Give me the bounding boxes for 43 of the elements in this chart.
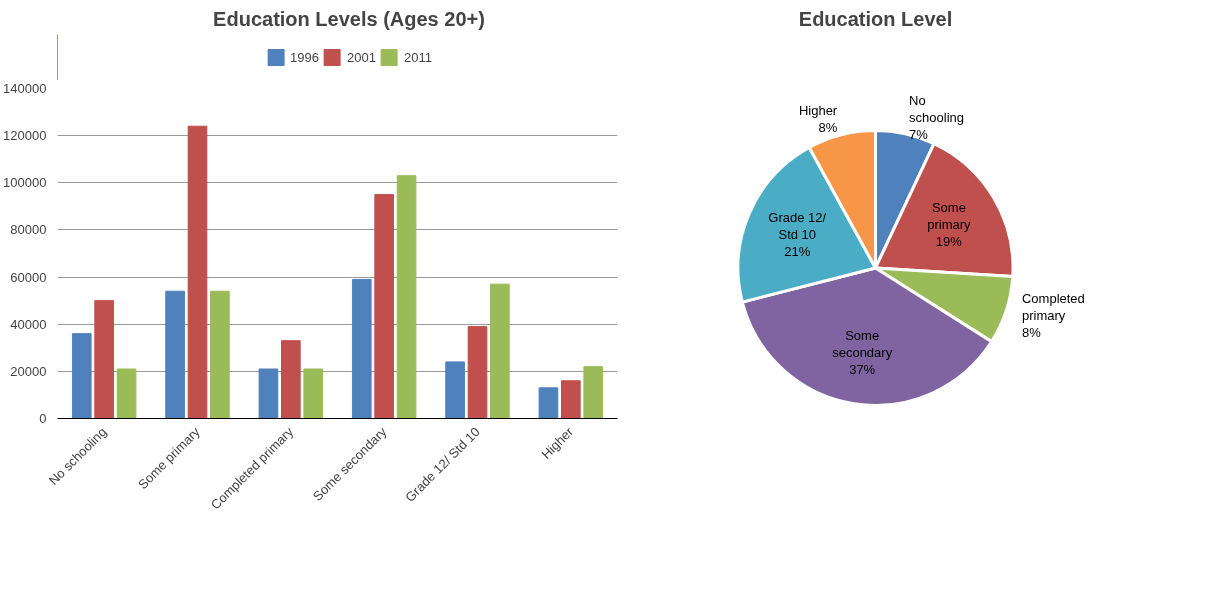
y-tick-label: 100000 <box>3 175 47 191</box>
legend-label: 2011 <box>403 49 432 65</box>
bar <box>351 278 372 419</box>
slice-label: Some primary <box>927 200 972 233</box>
slice-label: Grade 12/ Std 10 <box>768 209 827 242</box>
data-label: 8% <box>1021 324 1042 340</box>
slice-label: Completed primary <box>1021 290 1085 323</box>
bar <box>583 366 604 419</box>
bar <box>561 380 581 419</box>
bar <box>71 333 92 419</box>
bar <box>94 300 114 419</box>
bar <box>490 283 510 419</box>
y-tick-label: 40000 <box>10 316 47 332</box>
bar <box>210 290 230 419</box>
y-tick-label: 0 <box>39 411 47 426</box>
legend-label: 2001 <box>347 49 376 65</box>
bar <box>374 194 394 419</box>
bar <box>303 368 324 419</box>
y-tick-label: 20000 <box>10 363 47 379</box>
chart-title: Education Level <box>798 7 953 30</box>
chart-title: Education Levels (Ages 20+) <box>213 7 485 30</box>
slice-label: No schooling <box>909 93 965 126</box>
slice-label: Higher <box>798 102 838 118</box>
data-label: 19% <box>935 234 963 250</box>
bar <box>258 368 279 419</box>
bar <box>467 326 488 419</box>
bar <box>538 387 559 419</box>
y-tick-label: 80000 <box>10 222 47 238</box>
bar <box>165 290 185 419</box>
data-label: 7% <box>909 127 929 143</box>
slice-label: Some secondary <box>832 327 893 360</box>
bar <box>187 125 208 419</box>
bar <box>445 361 465 419</box>
bar <box>116 368 137 419</box>
bar <box>396 175 417 419</box>
legend-label: 1996 <box>290 49 320 65</box>
data-label: 37% <box>849 361 876 377</box>
bar <box>281 340 301 419</box>
y-tick-label: 60000 <box>10 269 47 285</box>
y-tick-label: 140000 <box>3 81 47 96</box>
data-label: 21% <box>784 243 811 259</box>
y-tick-label: 120000 <box>3 128 47 144</box>
data-label: 8% <box>818 119 838 135</box>
